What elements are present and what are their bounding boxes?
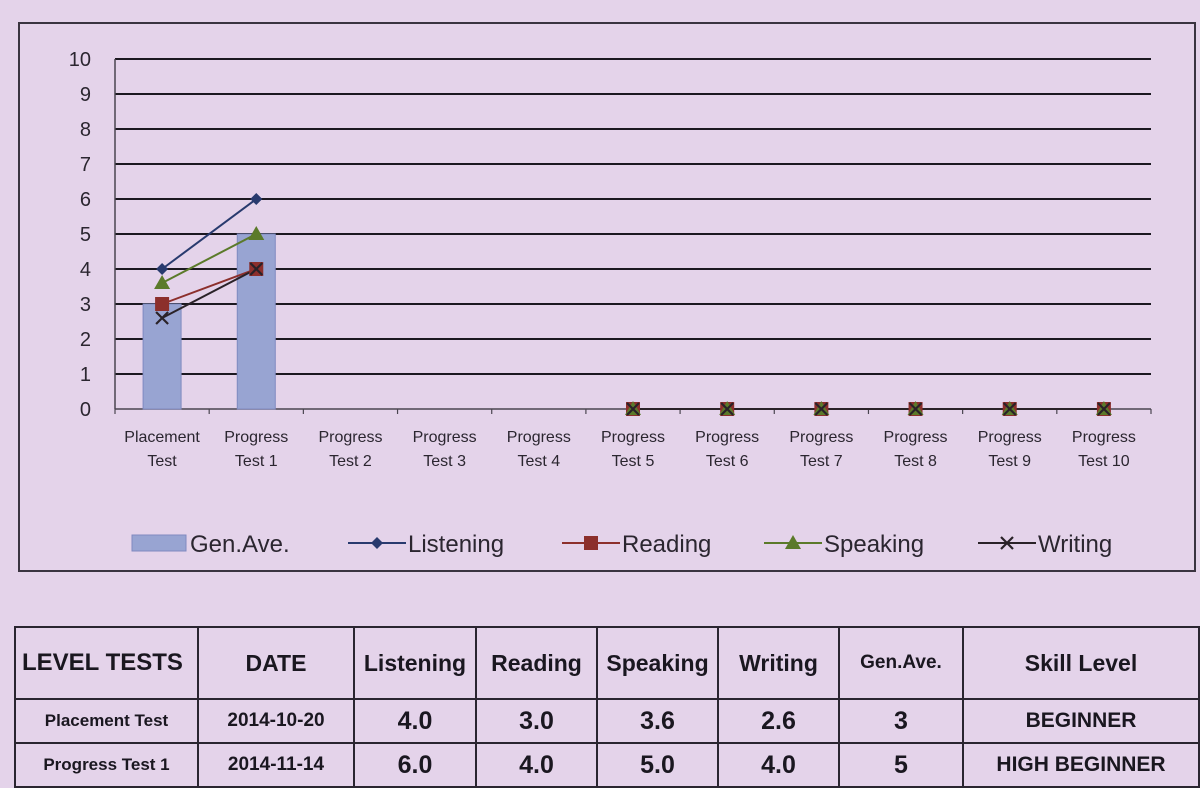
x-tick-label: Test bbox=[147, 453, 177, 470]
header-gen-ave: Gen.Ave. bbox=[838, 626, 964, 700]
row-skill-level: BEGINNER bbox=[962, 698, 1200, 744]
series-speaking-point bbox=[154, 275, 171, 289]
x-tick-label: Test 3 bbox=[423, 453, 466, 470]
x-tick-label: Progress bbox=[978, 429, 1042, 446]
x-tick-label: Progress bbox=[884, 429, 948, 446]
y-tick-label: 8 bbox=[80, 119, 91, 141]
series-writing-point bbox=[1097, 402, 1111, 416]
y-tick-label: 10 bbox=[69, 49, 91, 71]
series-writing-point bbox=[814, 402, 829, 416]
y-tick-label: 7 bbox=[80, 154, 91, 176]
legend-writing-point bbox=[1000, 536, 1014, 550]
legend-genave-label: Gen.Ave. bbox=[190, 531, 290, 558]
row-listening: 4.0 bbox=[353, 698, 477, 744]
x-tick-label: Test 10 bbox=[1078, 453, 1130, 470]
x-tick-label: Progress bbox=[224, 429, 288, 446]
legend-speaking-point bbox=[785, 535, 801, 549]
score-chart: 0 1 2 3 4 5 6 7 8 9 10 Placement Test Progress Test 1 P… bbox=[69, 49, 1152, 558]
row-listening: 6.0 bbox=[353, 742, 477, 788]
series-writing-point bbox=[720, 402, 734, 416]
table-row: Placement Test 2014-10-20 4.0 3.0 3.6 2.… bbox=[14, 698, 1200, 744]
x-tick-label: Progress bbox=[318, 429, 382, 446]
series-writing-line bbox=[161, 268, 257, 319]
row-writing: 4.0 bbox=[717, 742, 840, 788]
chart-frame: 0 1 2 3 4 5 6 7 8 9 10 Placement Test Progress Test 1 P… bbox=[18, 22, 1196, 572]
y-tick-label: 2 bbox=[80, 329, 91, 351]
legend-listening-point bbox=[371, 537, 383, 549]
x-tick-label: Placement bbox=[124, 429, 200, 446]
row-reading: 4.0 bbox=[475, 742, 598, 788]
series-listening-point bbox=[250, 193, 263, 205]
legend-writing-label: Writing bbox=[1038, 531, 1112, 558]
legend-reading-label: Reading bbox=[622, 531, 711, 558]
bar-gen-ave bbox=[236, 233, 276, 410]
x-tick-label: Progress bbox=[413, 429, 477, 446]
header-speaking: Speaking bbox=[596, 626, 719, 700]
row-gen-ave: 3 bbox=[838, 698, 964, 744]
y-tick-label: 9 bbox=[80, 84, 91, 106]
y-tick-label: 1 bbox=[80, 364, 91, 386]
x-tick-label: Test 9 bbox=[988, 453, 1031, 470]
legend-reading-point bbox=[584, 536, 598, 550]
row-speaking: 3.6 bbox=[596, 698, 719, 744]
y-tick-label: 4 bbox=[80, 259, 91, 281]
series-writing-point bbox=[1002, 402, 1017, 416]
legend-genave-swatch bbox=[131, 534, 187, 552]
x-tick-label: Test 1 bbox=[235, 453, 278, 470]
header-writing: Writing bbox=[717, 626, 840, 700]
table-header-row: LEVEL TESTS DATE Listening Reading Speak… bbox=[14, 626, 1200, 700]
legend-speaking-label: Speaking bbox=[824, 531, 924, 558]
bar-gen-ave bbox=[142, 303, 182, 410]
row-reading: 3.0 bbox=[475, 698, 598, 744]
row-gen-ave: 5 bbox=[838, 742, 964, 788]
x-tick-label: Progress bbox=[507, 429, 571, 446]
x-tick-label: Test 4 bbox=[517, 453, 560, 470]
series-speaking-point bbox=[248, 226, 265, 240]
row-date: 2014-10-20 bbox=[197, 698, 355, 744]
header-skill-level: Skill Level bbox=[962, 626, 1200, 700]
series-reading-point bbox=[155, 297, 170, 311]
legend-listening-label: Listening bbox=[408, 531, 504, 558]
series-writing-point bbox=[626, 402, 640, 416]
series-listening-line bbox=[161, 198, 257, 270]
y-tick-label: 3 bbox=[80, 294, 91, 316]
x-tick-label: Test 6 bbox=[706, 453, 749, 470]
series-writing-point bbox=[249, 262, 264, 276]
header-reading: Reading bbox=[475, 626, 598, 700]
row-test-name: Placement Test bbox=[14, 698, 199, 744]
x-tick-label: Test 7 bbox=[800, 453, 843, 470]
y-tick-label: 6 bbox=[80, 189, 91, 211]
series-writing-point bbox=[155, 311, 169, 325]
x-tick-label: Progress bbox=[1072, 429, 1136, 446]
row-writing: 2.6 bbox=[717, 698, 840, 744]
x-tick-label: Test 5 bbox=[612, 453, 655, 470]
x-tick-label: Test 8 bbox=[894, 453, 937, 470]
row-test-name: Progress Test 1 bbox=[14, 742, 199, 788]
x-tick-label: Progress bbox=[789, 429, 853, 446]
x-tick-label: Progress bbox=[695, 429, 759, 446]
x-tick-label: Test 2 bbox=[329, 453, 372, 470]
header-level-tests: LEVEL TESTS bbox=[14, 626, 199, 700]
series-speaking-line bbox=[161, 233, 257, 284]
row-date: 2014-11-14 bbox=[197, 742, 355, 788]
series-listening-point bbox=[156, 263, 169, 275]
table-row: Progress Test 1 2014-11-14 6.0 4.0 5.0 4… bbox=[14, 742, 1200, 788]
y-tick-label: 5 bbox=[80, 224, 91, 246]
row-speaking: 5.0 bbox=[596, 742, 719, 788]
series-writing-point bbox=[908, 402, 923, 416]
header-listening: Listening bbox=[353, 626, 477, 700]
y-tick-label: 0 bbox=[80, 399, 91, 421]
series-reading-line bbox=[161, 268, 257, 305]
x-tick-label: Progress bbox=[601, 429, 665, 446]
level-tests-table: LEVEL TESTS DATE Listening Reading Speak… bbox=[14, 626, 1200, 788]
header-date: DATE bbox=[197, 626, 355, 700]
row-skill-level: HIGH BEGINNER bbox=[962, 742, 1200, 788]
